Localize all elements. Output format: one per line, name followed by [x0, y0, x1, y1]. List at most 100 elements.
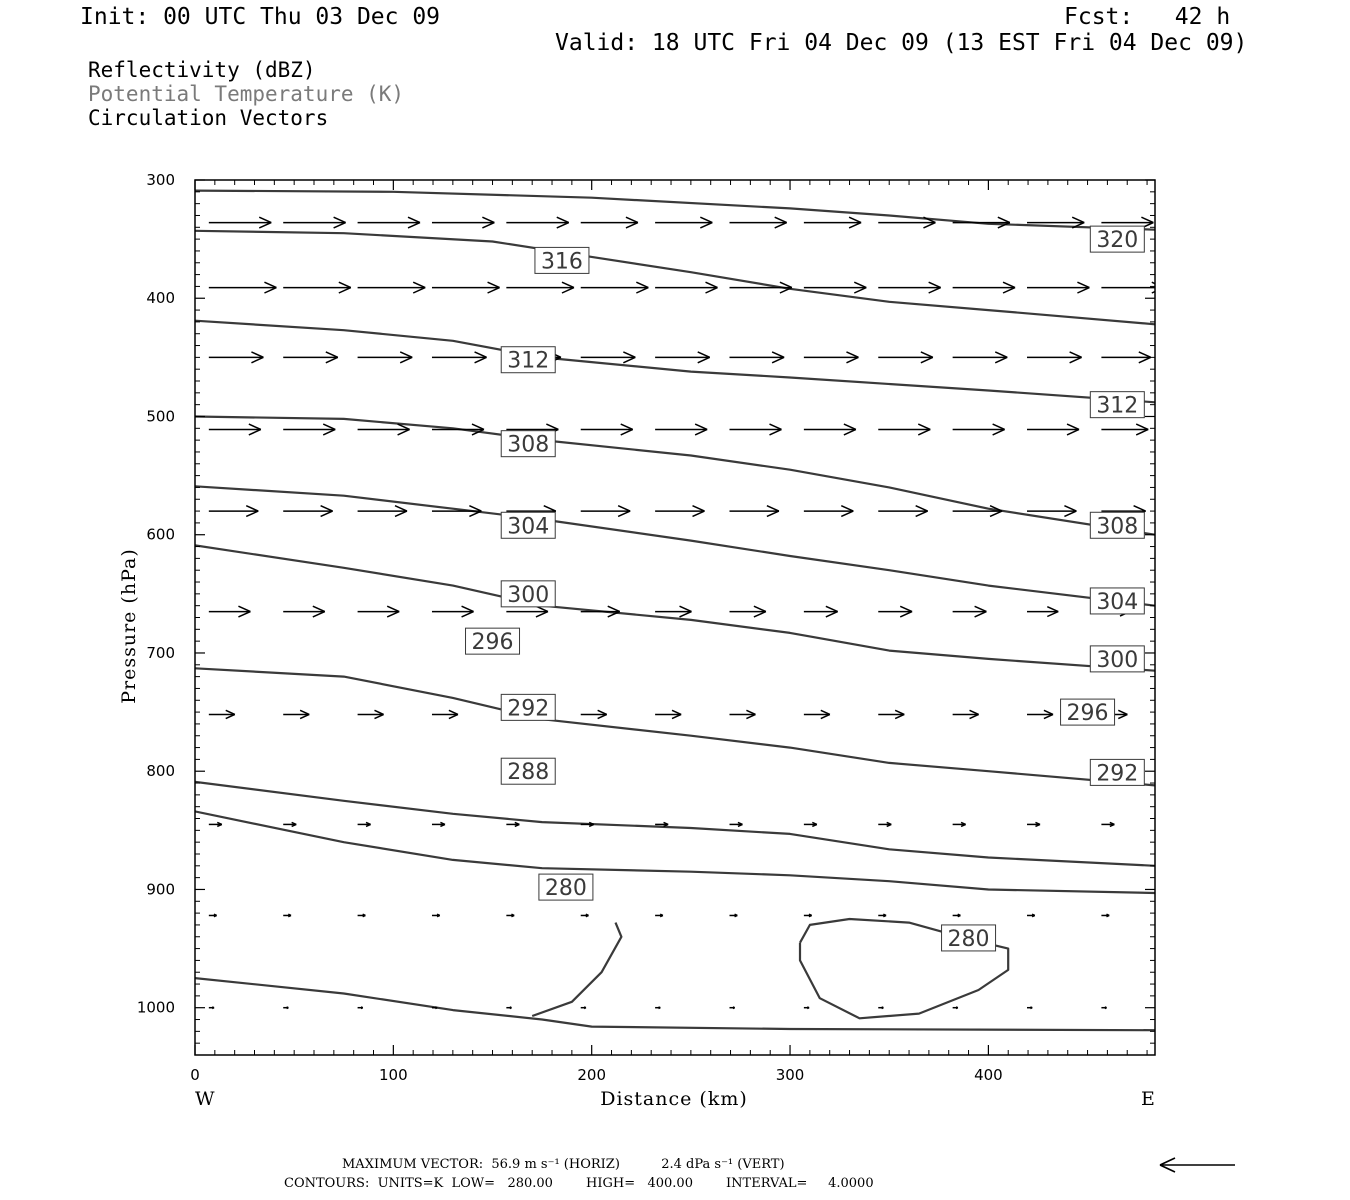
contour-label: 288 — [507, 760, 549, 785]
x-tick-label: 300 — [776, 1066, 805, 1084]
circulation-vector — [1027, 1006, 1033, 1010]
circulation-vector — [283, 913, 292, 918]
x-end-label-east: E — [1141, 1088, 1156, 1110]
circulation-vector — [952, 821, 966, 828]
circulation-vector — [283, 216, 346, 229]
forecast-hour: Fcst: 42 h — [1064, 4, 1231, 30]
circulation-vector — [506, 216, 570, 229]
circulation-vector — [357, 504, 408, 518]
circulation-vector — [283, 423, 336, 436]
circulation-vector — [1027, 281, 1090, 294]
y-tick-label: 900 — [146, 880, 175, 898]
contour-label: 312 — [507, 349, 549, 374]
circulation-vector — [952, 709, 979, 720]
circulation-vector — [729, 351, 785, 364]
y-tick-label: 1000 — [137, 999, 175, 1017]
circulation-vector — [283, 504, 333, 518]
x-tick-label: 0 — [190, 1066, 200, 1084]
circulation-vector — [283, 821, 297, 828]
contour-label: 292 — [1096, 761, 1138, 786]
circulation-vector — [803, 281, 867, 294]
contour-info: CONTOURS: UNITS=K LOW= 280.00 HIGH= 400.… — [284, 1176, 874, 1191]
x-tick-label: 400 — [974, 1066, 1003, 1084]
circulation-vector — [208, 281, 277, 294]
contour-label: 296 — [1067, 701, 1109, 726]
legend-reflectivity: Reflectivity (dBZ) — [88, 58, 316, 82]
circulation-vector — [208, 351, 264, 364]
x-tick-label: 100 — [379, 1066, 408, 1084]
circulation-vector — [208, 423, 262, 436]
circulation-vector — [655, 504, 705, 518]
circulation-vector — [208, 1006, 215, 1010]
circulation-vector — [1027, 216, 1085, 229]
circulation-vector — [283, 1006, 289, 1010]
contour-label-box — [1089, 758, 1145, 786]
contour-label-box — [500, 511, 556, 539]
circulation-vector — [878, 281, 941, 294]
contour-label: 304 — [1096, 590, 1138, 615]
circulation-vector — [952, 351, 1008, 364]
circulation-vector — [878, 821, 892, 828]
y-tick-label: 300 — [146, 171, 175, 189]
circulation-vector — [283, 605, 326, 618]
circulation-vector — [655, 605, 692, 618]
circulation-vector — [1101, 913, 1110, 918]
circulation-vector — [729, 423, 782, 436]
circulation-vector — [1027, 709, 1054, 720]
circulation-vector — [580, 423, 634, 436]
y-tick-label: 400 — [146, 289, 175, 307]
theta-contour-280 — [798, 917, 1010, 1020]
contour-label: 292 — [507, 696, 549, 721]
y-tick-label: 700 — [146, 644, 175, 662]
circulation-vector — [803, 821, 818, 828]
circulation-vector — [580, 281, 649, 294]
contour-label: 304 — [507, 514, 549, 539]
circulation-vector — [580, 605, 621, 618]
theta-contour-324 — [195, 189, 1155, 231]
contour-label-box — [500, 580, 556, 608]
contour-label-box — [538, 873, 594, 901]
circulation-vector — [1101, 351, 1152, 364]
circulation-vector — [878, 913, 887, 918]
circulation-vector — [431, 423, 485, 436]
theta-contour-292 — [195, 810, 1155, 895]
circulation-vector — [357, 709, 384, 720]
circulation-vector — [878, 216, 936, 229]
contour-label: 316 — [541, 249, 583, 274]
legend-potential-temperature: Potential Temperature (K) — [88, 82, 405, 106]
circulation-vector — [729, 821, 743, 828]
circulation-vector — [208, 913, 217, 918]
circulation-vector — [803, 216, 862, 229]
circulation-vector — [580, 216, 639, 229]
contour-label-box — [534, 246, 590, 274]
circulation-vector — [655, 709, 682, 720]
contour-label-box — [1089, 391, 1145, 419]
y-tick-label: 600 — [146, 526, 175, 544]
circulation-vector — [580, 351, 636, 364]
circulation-vector — [655, 423, 708, 436]
circulation-vector — [431, 709, 459, 720]
circulation-vector — [655, 281, 718, 294]
circulation-vector — [208, 709, 236, 720]
contour-label-box — [1089, 645, 1145, 673]
contour-label-box — [465, 627, 521, 655]
circulation-vector — [803, 423, 857, 436]
contour-label-box — [500, 693, 556, 721]
circulation-vector — [803, 1006, 810, 1010]
circulation-vector — [655, 216, 713, 229]
circulation-vector — [729, 216, 788, 229]
theta-contour-308 — [195, 485, 1155, 607]
circulation-vector — [729, 605, 767, 618]
circulation-vector — [506, 913, 515, 918]
circulation-vector — [803, 913, 812, 918]
circulation-vector — [357, 1006, 364, 1010]
circulation-vector — [803, 351, 859, 364]
contour-label-box — [1089, 225, 1145, 253]
circulation-vector — [878, 423, 931, 436]
theta-contour-288 — [195, 977, 1155, 1032]
circulation-vector — [506, 1006, 512, 1010]
circulation-vector — [729, 1006, 736, 1010]
contour-label: 300 — [1096, 648, 1138, 673]
theta-contour-320 — [195, 229, 1155, 326]
